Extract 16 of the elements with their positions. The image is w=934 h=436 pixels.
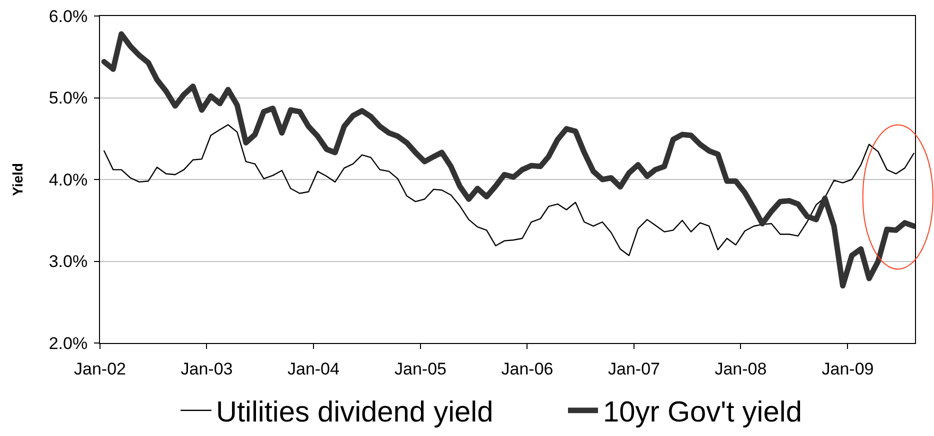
legend-label: Utilities dividend yield — [216, 396, 494, 429]
x-tick-label: Jan-05 — [394, 359, 446, 378]
x-tick-label: Jan-04 — [287, 359, 340, 378]
y-tick-label: 6.0% — [48, 6, 88, 26]
x-tick-label: Jan-08 — [714, 359, 767, 378]
x-tick-label: Jan-09 — [822, 359, 874, 378]
x-tick-label: Jan-07 — [608, 359, 660, 378]
y-tick-label: 5.0% — [48, 88, 88, 108]
y-tick-label: 4.0% — [48, 170, 88, 190]
legend-label: 10yr Gov't yield — [603, 396, 802, 429]
y-tick-label: 3.0% — [48, 252, 88, 272]
y-axis-title: Yield — [9, 163, 26, 196]
x-tick-label: Jan-06 — [501, 359, 554, 378]
x-tick-label: Jan-02 — [74, 359, 126, 378]
x-tick-label: Jan-03 — [180, 359, 233, 378]
y-tick-label: 2.0% — [48, 334, 88, 353]
